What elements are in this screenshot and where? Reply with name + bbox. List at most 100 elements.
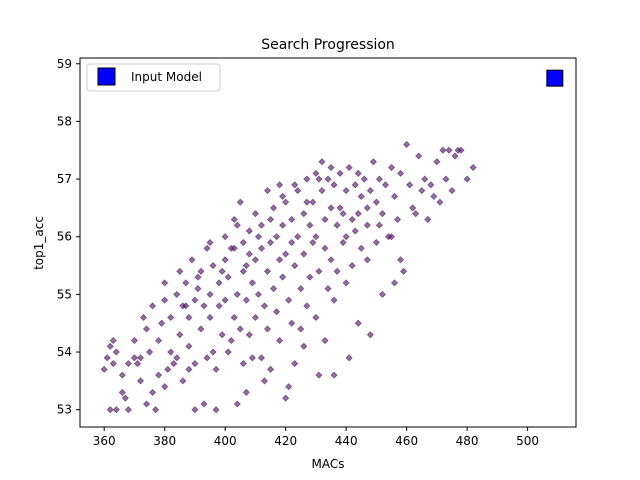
scatter-point — [400, 267, 408, 275]
scatter-point — [469, 163, 477, 172]
scatter-point — [245, 331, 253, 339]
scatter-point — [221, 233, 229, 241]
scatter-point — [342, 187, 350, 195]
scatter-point — [442, 175, 450, 183]
scatter-point — [276, 336, 284, 345]
scatter-point — [327, 256, 335, 264]
scatter-point — [230, 215, 238, 224]
scatter-point — [421, 175, 429, 183]
scatter-point — [439, 146, 447, 154]
scatter-point — [418, 187, 426, 195]
scatter-point — [182, 279, 190, 287]
scatter-point — [390, 192, 399, 200]
scatter-point — [230, 313, 238, 322]
scatter-point — [397, 169, 405, 177]
scatter-point — [152, 406, 160, 414]
scatter-point — [282, 250, 290, 258]
y-tick-label: 58 — [57, 114, 72, 128]
scatter-point — [194, 285, 202, 293]
y-tick-label: 55 — [57, 287, 72, 301]
scatter-point — [378, 290, 387, 298]
scatter-point — [424, 215, 432, 224]
scatter-point — [309, 198, 317, 206]
scatter-point — [291, 360, 299, 368]
scatter-point — [191, 360, 199, 368]
y-axis-ticks: 53 54 55 56 57 58 59 — [57, 57, 80, 417]
scatter-point — [112, 406, 120, 414]
scatter-point — [403, 140, 411, 149]
scatter-point — [282, 198, 290, 206]
scatter-point — [303, 302, 311, 310]
scatter-point — [285, 383, 293, 391]
scatter-point — [354, 169, 362, 177]
scatter-point — [239, 238, 247, 247]
scatter-point — [297, 325, 305, 333]
scatter-point — [273, 308, 281, 316]
scatter-point — [445, 146, 453, 154]
scatter-point — [167, 313, 175, 322]
scatter-point — [182, 302, 190, 310]
scatter-point — [288, 319, 296, 327]
scatter-point — [212, 365, 220, 373]
scatter-point — [294, 233, 302, 241]
scatter-point — [324, 175, 332, 183]
scatter-point — [288, 238, 296, 247]
x-tick-label: 480 — [456, 434, 479, 448]
scatter-point — [354, 319, 362, 327]
scatter-point — [136, 354, 145, 362]
scatter-point — [118, 371, 126, 379]
scatter-point — [124, 360, 132, 368]
scatter-point — [330, 181, 338, 189]
x-tick-label: 500 — [516, 434, 539, 448]
scatter-point — [463, 175, 471, 183]
scatter-point — [354, 210, 362, 218]
scatter-point — [136, 377, 145, 385]
scatter-point — [436, 198, 444, 206]
scatter-point — [200, 302, 208, 310]
scatter-point — [330, 296, 338, 304]
y-axis-label: top1_acc — [32, 216, 46, 270]
y-tick-label: 54 — [57, 345, 72, 359]
scatter-point — [315, 371, 323, 379]
scatter-point — [185, 365, 193, 373]
scatter-point — [312, 313, 320, 322]
scatter-point — [369, 158, 377, 166]
scatter-point — [197, 267, 205, 275]
scatter-point — [300, 210, 308, 218]
scatter-point — [451, 152, 459, 160]
scatter-point — [345, 354, 353, 362]
scatter-point — [339, 238, 347, 247]
scatter-point — [121, 394, 129, 402]
scatter-point — [233, 221, 241, 229]
scatter-point — [167, 348, 175, 356]
scatter-point — [263, 325, 272, 333]
scatter-point — [288, 215, 296, 224]
scatter-point — [327, 204, 335, 212]
scatter-point — [381, 181, 390, 189]
legend-box — [86, 63, 221, 92]
x-tick-label: 400 — [214, 434, 237, 448]
scatter-point — [221, 296, 229, 304]
scatter-point — [409, 204, 417, 212]
scatter-point — [191, 296, 199, 304]
scatter-point — [118, 388, 126, 396]
scatter-point — [164, 365, 172, 373]
scatter-point — [397, 256, 405, 264]
scatter-point — [260, 302, 269, 310]
scatter-point — [106, 406, 114, 414]
scatter-point — [233, 400, 241, 408]
scatter-point — [218, 267, 226, 275]
x-tick-label: 460 — [395, 434, 418, 448]
scatter-point — [336, 169, 344, 177]
scatter-point — [276, 181, 284, 189]
legend-square-marker — [97, 67, 116, 86]
scatter-point — [263, 187, 272, 195]
scatter-point — [333, 267, 341, 275]
scatter-point — [212, 406, 220, 414]
scatter-point — [142, 400, 151, 408]
scatter-point — [291, 181, 299, 189]
scatter-point — [206, 238, 214, 247]
scatter-point — [209, 261, 217, 270]
scatter-point — [161, 383, 169, 391]
